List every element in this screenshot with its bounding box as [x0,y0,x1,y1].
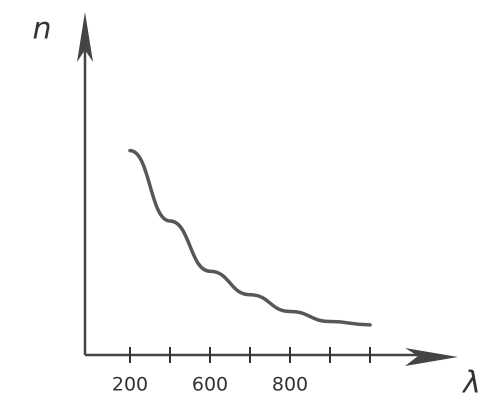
curve [128,148,372,327]
x-tick-label: 600 [192,374,228,396]
y-axis-label: n [32,12,51,47]
x-tick-label: 200 [112,374,148,396]
x-tick-label: 800 [272,374,308,396]
y-axis-arrow [77,12,93,62]
x-axis-label: λ [461,366,481,400]
x-axis-arrow [405,348,458,366]
